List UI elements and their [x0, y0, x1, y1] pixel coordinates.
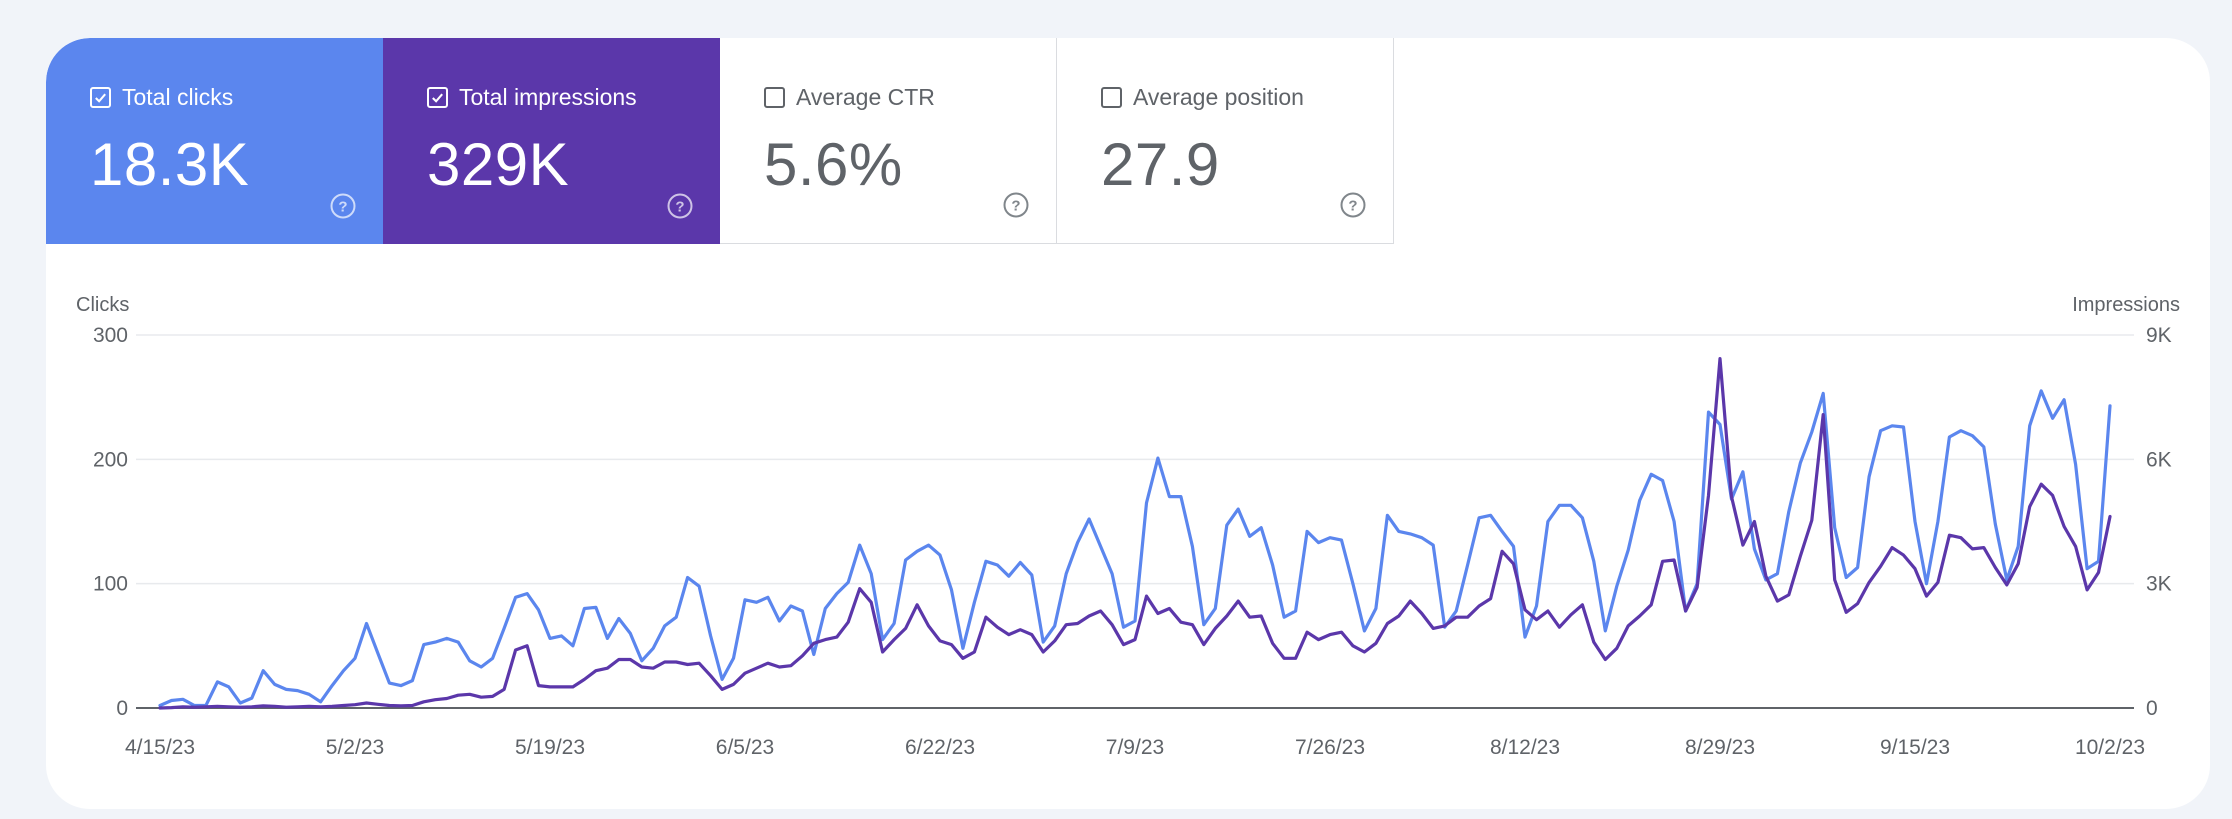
right-tick-label: 9K: [2146, 324, 2172, 347]
performance-chart: Clicks Impressions 0 100 200 300 0 3K 6K 9K 4/…: [76, 294, 2180, 759]
series-lines: [158, 357, 2112, 710]
x-tick-label: 10/2/23: [2075, 736, 2145, 759]
x-tick-label: 8/29/23: [1685, 736, 1755, 759]
total-impressions-header: Total impressions: [427, 84, 637, 111]
left-axis-ticks: 0 100 200 300: [93, 324, 128, 720]
average-position-label: Average position: [1133, 84, 1304, 110]
performance-panel: Total clicks 18.3K ? Total impressions 3…: [46, 38, 2210, 809]
total-impressions-label: Total impressions: [459, 84, 637, 110]
help-icon[interactable]: ?: [666, 192, 694, 220]
right-axis-ticks: 0 3K 6K 9K: [2146, 324, 2172, 720]
left-tick-label: 300: [93, 324, 128, 347]
total-impressions-tile[interactable]: Total impressions 329K ?: [383, 38, 720, 244]
total-clicks-value: 18.3K: [90, 131, 250, 198]
x-tick-label: 7/26/23: [1295, 736, 1365, 759]
right-tick-label: 3K: [2146, 573, 2172, 596]
average-ctr-header: Average CTR: [764, 84, 935, 111]
left-tick-label: 100: [93, 573, 128, 596]
average-ctr-value: 5.6%: [764, 131, 903, 198]
check-icon: [95, 93, 106, 103]
right-axis-title: Impressions: [2072, 294, 2180, 316]
help-icon[interactable]: ?: [1339, 191, 1367, 219]
right-tick-label: 0: [2146, 697, 2158, 720]
svg-text:?: ?: [1011, 198, 1020, 215]
x-tick-label: 7/9/23: [1106, 736, 1164, 759]
x-tick-label: 4/15/23: [125, 736, 195, 759]
series-line-impressions: [158, 357, 2112, 710]
total-clicks-header: Total clicks: [90, 84, 233, 111]
x-tick-label: 6/5/23: [716, 736, 774, 759]
average-position-checkbox[interactable]: [1101, 87, 1122, 108]
svg-text:?: ?: [338, 199, 347, 216]
average-ctr-checkbox[interactable]: [764, 87, 785, 108]
x-axis-ticks: 4/15/23 5/2/23 5/19/23 6/5/23 6/22/23 7/9/23 7…: [125, 736, 2145, 759]
metric-tiles: Total clicks 18.3K ? Total impressions 3…: [46, 38, 1394, 244]
x-tick-label: 9/15/23: [1880, 736, 1950, 759]
left-tick-label: 200: [93, 448, 128, 471]
check-icon: [432, 93, 443, 103]
average-position-tile[interactable]: Average position 27.9 ?: [1057, 38, 1394, 244]
left-axis-title: Clicks: [76, 294, 129, 316]
x-tick-label: 5/2/23: [326, 736, 384, 759]
help-icon[interactable]: ?: [1002, 191, 1030, 219]
right-tick-label: 6K: [2146, 448, 2172, 471]
total-clicks-checkbox[interactable]: [90, 87, 111, 108]
left-tick-label: 0: [116, 697, 128, 720]
help-icon[interactable]: ?: [329, 192, 357, 220]
total-impressions-checkbox[interactable]: [427, 87, 448, 108]
total-impressions-value: 329K: [427, 131, 570, 198]
series-line-clicks: [158, 389, 2112, 708]
x-tick-label: 8/12/23: [1490, 736, 1560, 759]
total-clicks-label: Total clicks: [122, 84, 234, 110]
average-ctr-label: Average CTR: [796, 84, 935, 110]
total-clicks-tile[interactable]: Total clicks 18.3K ?: [46, 38, 383, 244]
svg-text:?: ?: [1348, 198, 1357, 215]
x-tick-label: 5/19/23: [515, 736, 585, 759]
x-tick-label: 6/22/23: [905, 736, 975, 759]
svg-text:?: ?: [675, 199, 684, 216]
average-ctr-tile[interactable]: Average CTR 5.6% ?: [720, 38, 1057, 244]
average-position-header: Average position: [1101, 84, 1304, 111]
average-position-value: 27.9: [1101, 131, 1220, 198]
